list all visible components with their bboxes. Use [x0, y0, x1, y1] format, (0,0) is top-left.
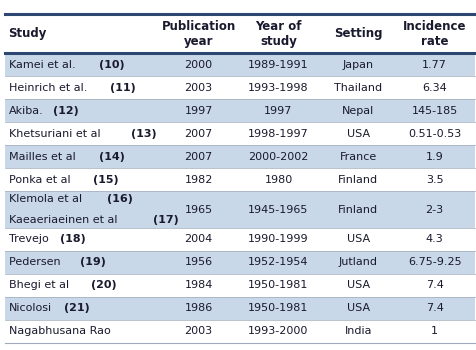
Text: (11): (11)	[109, 83, 135, 93]
Text: Khetsuriani et al: Khetsuriani et al	[9, 129, 103, 139]
Text: 1986: 1986	[184, 303, 212, 314]
Text: Klemola et al: Klemola et al	[9, 194, 85, 204]
Text: Nicolosi: Nicolosi	[9, 303, 51, 314]
Text: 1982: 1982	[184, 175, 212, 185]
Text: Japan: Japan	[342, 60, 373, 70]
Text: Thailand: Thailand	[334, 83, 382, 93]
Bar	[5, 53, 474, 76]
Bar	[5, 274, 474, 297]
Text: Kamei et al.: Kamei et al.	[9, 60, 79, 70]
Bar	[5, 76, 474, 99]
Text: 1993-1998: 1993-1998	[248, 83, 308, 93]
Text: 1993-2000: 1993-2000	[248, 327, 308, 336]
Text: USA: USA	[346, 280, 369, 290]
Text: USA: USA	[346, 234, 369, 244]
Text: 1990-1999: 1990-1999	[248, 234, 308, 244]
Text: 145-185: 145-185	[411, 106, 457, 116]
Text: 1965: 1965	[184, 204, 212, 215]
Text: USA: USA	[346, 303, 369, 314]
Text: 1984: 1984	[184, 280, 212, 290]
Text: Bhegi et al: Bhegi et al	[9, 280, 72, 290]
Text: 4.3: 4.3	[425, 234, 443, 244]
Text: France: France	[339, 152, 376, 162]
Bar	[5, 145, 474, 168]
Text: (19): (19)	[79, 258, 105, 267]
Text: 1945-1965: 1945-1965	[248, 204, 308, 215]
Bar	[5, 168, 474, 191]
Text: 1998-1997: 1998-1997	[248, 129, 308, 139]
Text: Trevejo: Trevejo	[9, 234, 48, 244]
Text: 1997: 1997	[184, 106, 212, 116]
Text: 2007: 2007	[184, 129, 212, 139]
Text: Mailles et al: Mailles et al	[9, 152, 79, 162]
Text: (17): (17)	[153, 215, 178, 225]
Text: Jutland: Jutland	[338, 258, 377, 267]
Text: 1.9: 1.9	[425, 152, 443, 162]
Text: Pedersen: Pedersen	[9, 258, 64, 267]
Text: Akiba.: Akiba.	[9, 106, 43, 116]
Bar	[5, 228, 474, 251]
Text: 2000: 2000	[184, 60, 212, 70]
Text: 7.4: 7.4	[425, 303, 443, 314]
Bar	[5, 122, 474, 145]
Text: Finland: Finland	[337, 204, 377, 215]
Text: 1980: 1980	[264, 175, 292, 185]
Text: 6.34: 6.34	[421, 83, 446, 93]
Text: (14): (14)	[99, 152, 125, 162]
Text: 2-3: 2-3	[425, 204, 443, 215]
Text: Heinrich et al.: Heinrich et al.	[9, 83, 87, 93]
Text: Incidence
rate: Incidence rate	[402, 20, 466, 48]
Text: India: India	[344, 327, 371, 336]
Text: Finland: Finland	[337, 175, 377, 185]
Text: 2004: 2004	[184, 234, 212, 244]
Text: Kaeaeriaeinen et al: Kaeaeriaeinen et al	[9, 215, 120, 225]
Text: (18): (18)	[60, 234, 86, 244]
Text: (12): (12)	[53, 106, 79, 116]
Text: 2007: 2007	[184, 152, 212, 162]
Text: 0.51-0.53: 0.51-0.53	[407, 129, 460, 139]
Text: Nagabhusana Rao: Nagabhusana Rao	[9, 327, 110, 336]
Text: (13): (13)	[131, 129, 157, 139]
Text: Study: Study	[8, 27, 46, 40]
Text: 1950-1981: 1950-1981	[248, 280, 308, 290]
Text: 1.77: 1.77	[421, 60, 446, 70]
Text: 1956: 1956	[184, 258, 212, 267]
Text: (16): (16)	[107, 194, 133, 204]
Text: (10): (10)	[99, 60, 124, 70]
Text: Publication
year: Publication year	[161, 20, 235, 48]
Bar	[5, 297, 474, 320]
Text: 1950-1981: 1950-1981	[248, 303, 308, 314]
Text: Year of
study: Year of study	[255, 20, 301, 48]
Text: Ponka et al: Ponka et al	[9, 175, 74, 185]
Text: 6.75-9.25: 6.75-9.25	[407, 258, 460, 267]
Text: 1997: 1997	[264, 106, 292, 116]
Text: 3.5: 3.5	[425, 175, 443, 185]
Text: 2003: 2003	[184, 327, 212, 336]
Text: 2000-2002: 2000-2002	[248, 152, 308, 162]
Text: 1: 1	[430, 327, 437, 336]
Text: 7.4: 7.4	[425, 280, 443, 290]
Text: Nepal: Nepal	[341, 106, 374, 116]
Text: 1989-1991: 1989-1991	[248, 60, 308, 70]
Text: (15): (15)	[92, 175, 118, 185]
Text: 2003: 2003	[184, 83, 212, 93]
Text: USA: USA	[346, 129, 369, 139]
Bar	[5, 14, 474, 53]
Text: 1952-1954: 1952-1954	[248, 258, 308, 267]
Bar	[5, 320, 474, 343]
Text: (21): (21)	[64, 303, 90, 314]
Bar	[5, 251, 474, 274]
Text: Setting: Setting	[333, 27, 382, 40]
Bar	[5, 99, 474, 122]
Text: (20): (20)	[90, 280, 116, 290]
Bar	[5, 191, 474, 228]
